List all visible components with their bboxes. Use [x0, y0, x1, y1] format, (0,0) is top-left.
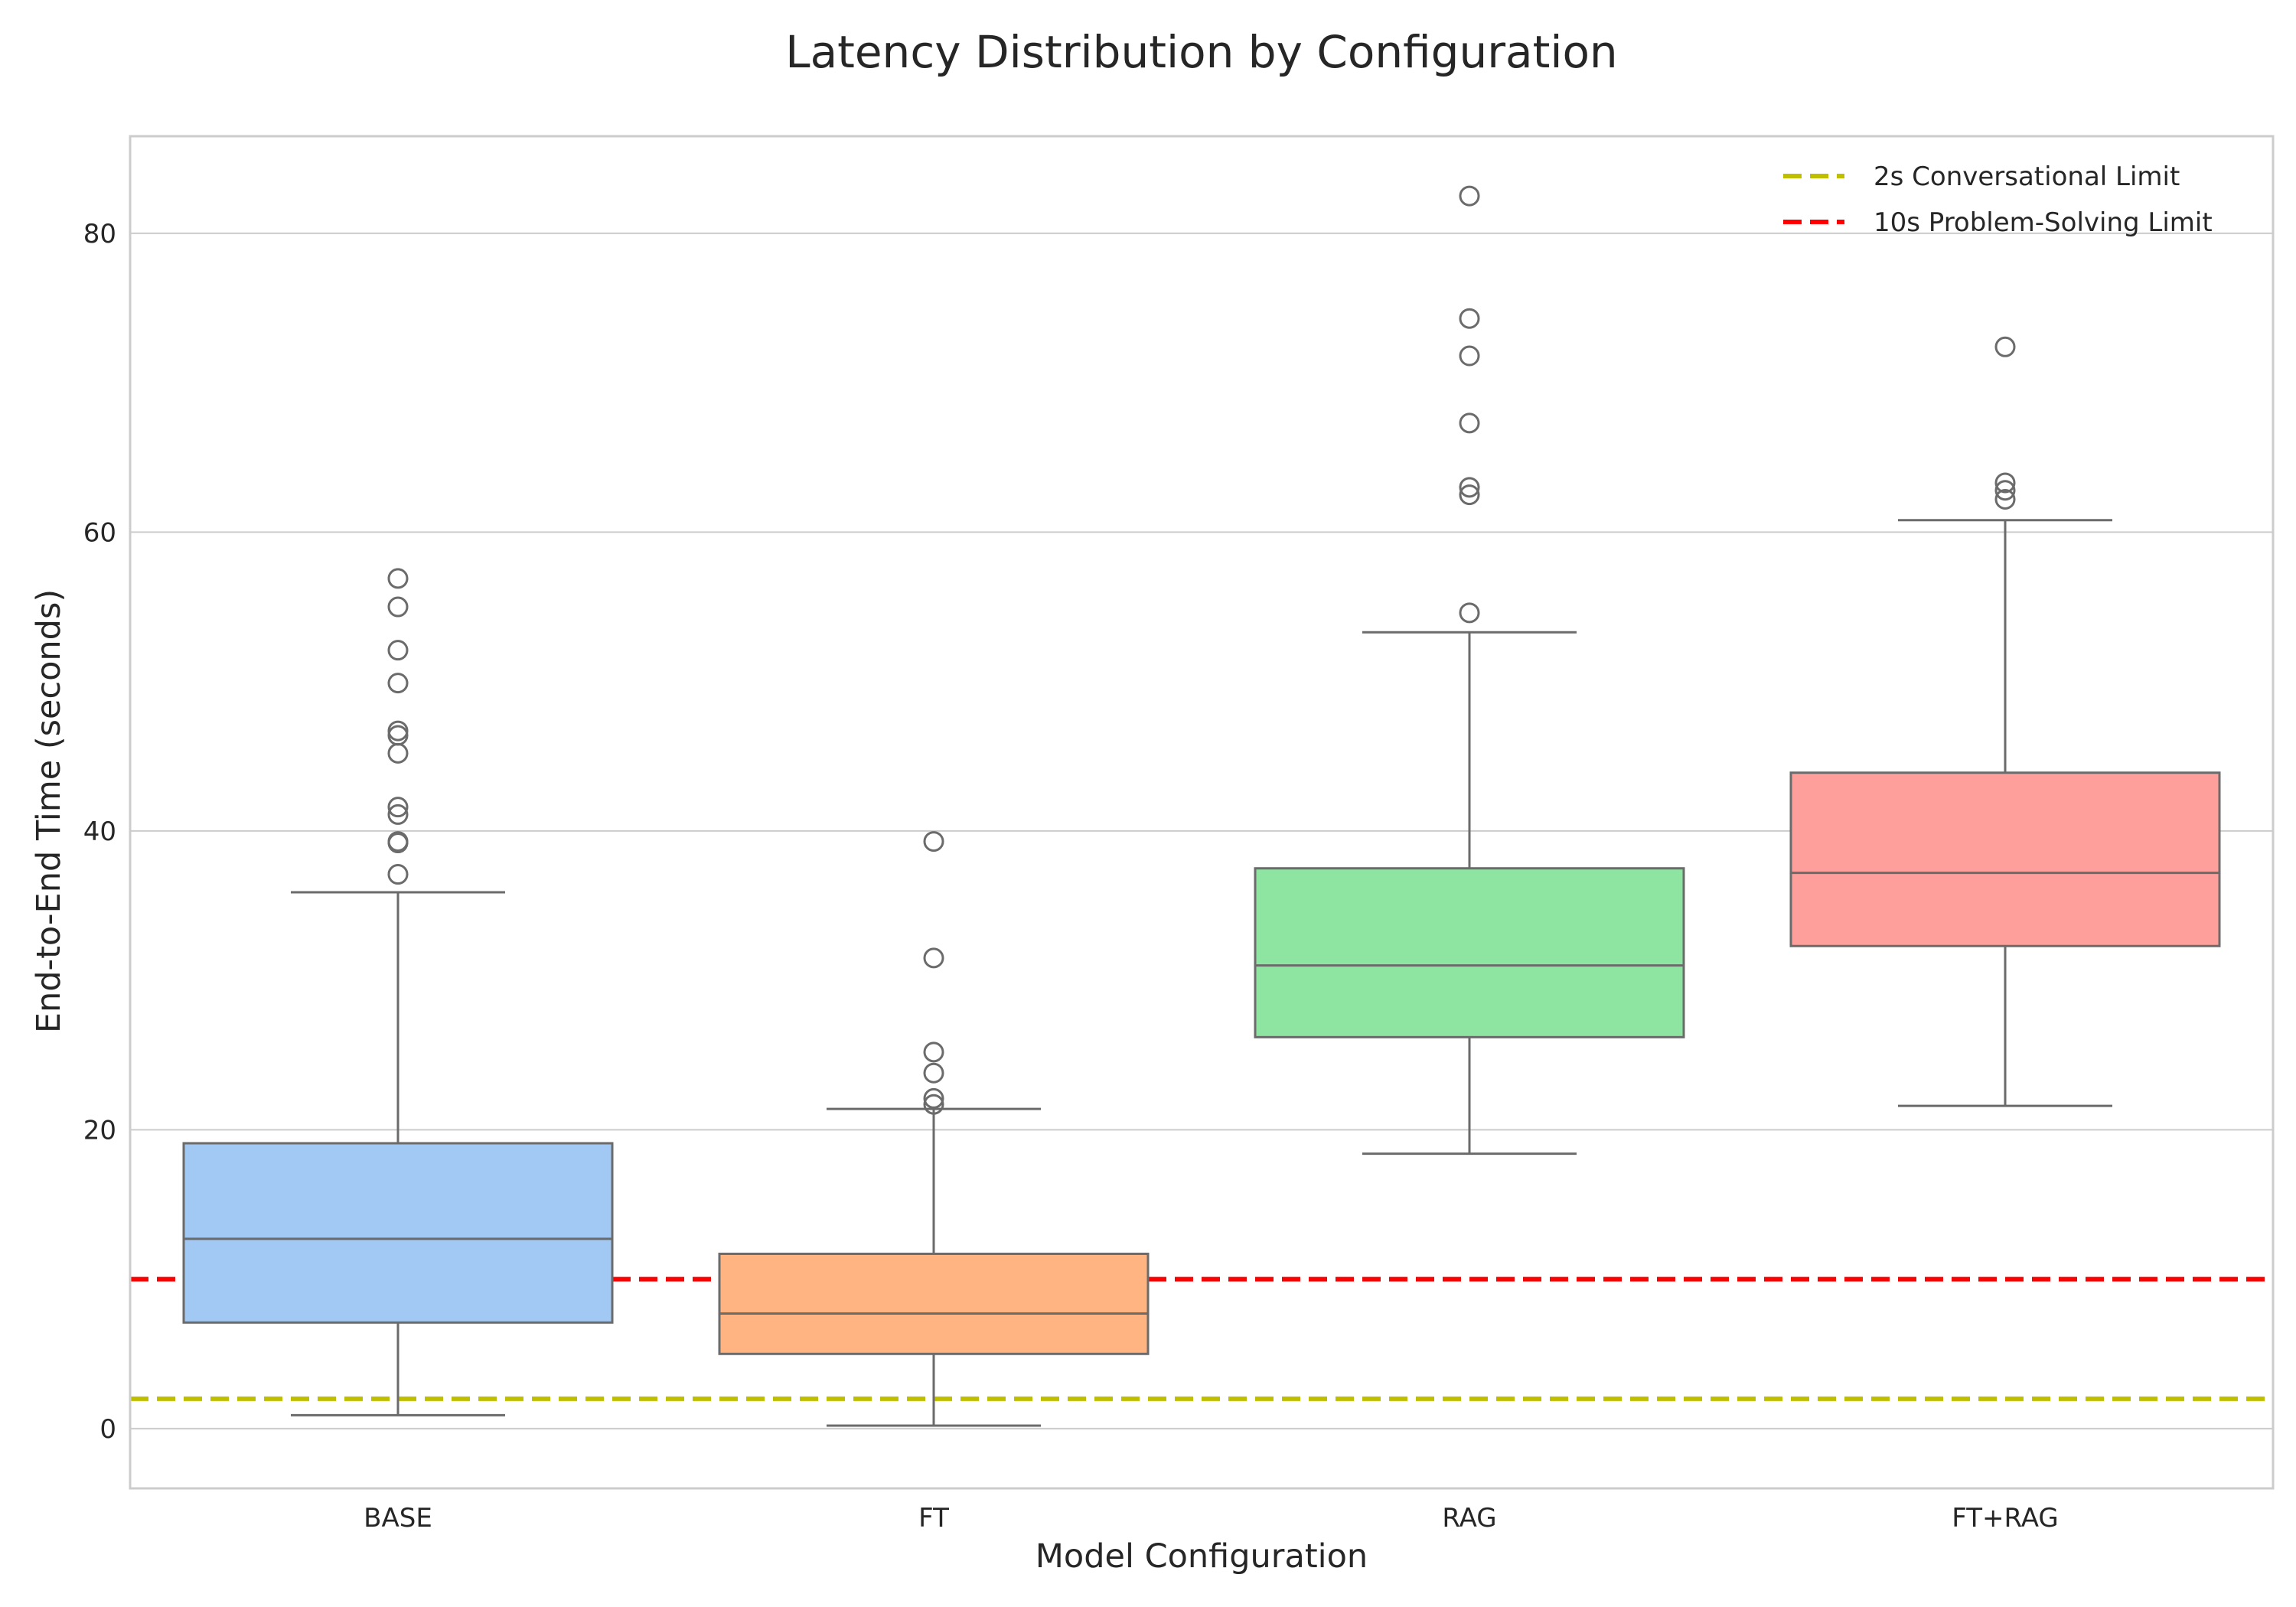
- outlier-point: [923, 1094, 944, 1115]
- x-tick-label-ft: FT: [918, 1503, 949, 1534]
- legend-item-1: 2s Conversational Limit: [1783, 161, 2180, 192]
- y-tick-label-40: 40: [83, 817, 116, 847]
- x-tick-label-base: BASE: [364, 1503, 432, 1534]
- outlier-point: [387, 568, 409, 589]
- outlier-point: [387, 596, 409, 618]
- outlier-point: [923, 1087, 944, 1109]
- outlier-point: [1994, 488, 2016, 510]
- outlier-point: [387, 725, 409, 746]
- outlier-point: [1459, 345, 1480, 367]
- outlier-point: [387, 804, 409, 825]
- outlier-point: [1459, 185, 1480, 207]
- outlier-point: [387, 742, 409, 764]
- outlier-point: [923, 831, 944, 852]
- outlier-point: [387, 720, 409, 742]
- outlier-point: [387, 797, 409, 818]
- outlier-point: [1994, 336, 2016, 357]
- box-group-base: [182, 568, 614, 1416]
- x-axis-ticks: BASE FT RAG FT+RAG: [364, 1503, 2059, 1534]
- y-tick-label-0: 0: [99, 1414, 116, 1445]
- outlier-point: [923, 1041, 944, 1063]
- outlier-point: [1459, 602, 1480, 624]
- y-axis-label: End-to-End Time (seconds): [30, 589, 68, 1033]
- y-tick-label-20: 20: [83, 1115, 116, 1146]
- plot-area-frame: [129, 135, 2275, 1490]
- outlier-point: [1994, 480, 2016, 501]
- legend-label: 10s Problem-Solving Limit: [1874, 207, 2213, 238]
- box-groups: [182, 185, 2221, 1427]
- outlier-point: [923, 1062, 944, 1084]
- box-group-ft: [718, 831, 1150, 1427]
- chart-title: Latency Distribution by Configuration: [785, 26, 1617, 78]
- legend-item-2: 10s Problem-Solving Limit: [1783, 207, 2213, 238]
- box-group-rag: [1254, 185, 1685, 1156]
- outlier-point: [387, 673, 409, 694]
- iqr-box: [182, 1142, 614, 1324]
- x-tick-label-ft-rag: FT+RAG: [1952, 1503, 2058, 1534]
- iqr-box: [1789, 771, 2221, 947]
- iqr-box: [718, 1252, 1150, 1355]
- x-axis-label: Model Configuration: [1035, 1537, 1368, 1576]
- legend[interactable]: 2s Conversational Limit 10s Problem-Solvi…: [1783, 161, 2213, 238]
- outlier-point: [1459, 412, 1480, 434]
- box-group-ft-rag: [1789, 336, 2221, 1107]
- outlier-point: [1459, 484, 1480, 506]
- x-tick-label-rag: RAG: [1442, 1503, 1496, 1534]
- y-tick-label-60: 60: [83, 517, 116, 548]
- gridlines: [130, 232, 2273, 1429]
- outlier-point: [387, 640, 409, 661]
- outlier-point: [387, 864, 409, 885]
- y-tick-label-80: 80: [83, 219, 116, 249]
- y-axis-ticks: 0 20 40 60 80: [83, 219, 116, 1445]
- outlier-point: [1994, 472, 2016, 494]
- outlier-point: [387, 831, 409, 852]
- outlier-point: [1459, 477, 1480, 498]
- iqr-box: [1254, 867, 1685, 1038]
- legend-label: 2s Conversational Limit: [1874, 161, 2180, 192]
- outlier-point: [923, 947, 944, 969]
- outlier-point: [1459, 308, 1480, 329]
